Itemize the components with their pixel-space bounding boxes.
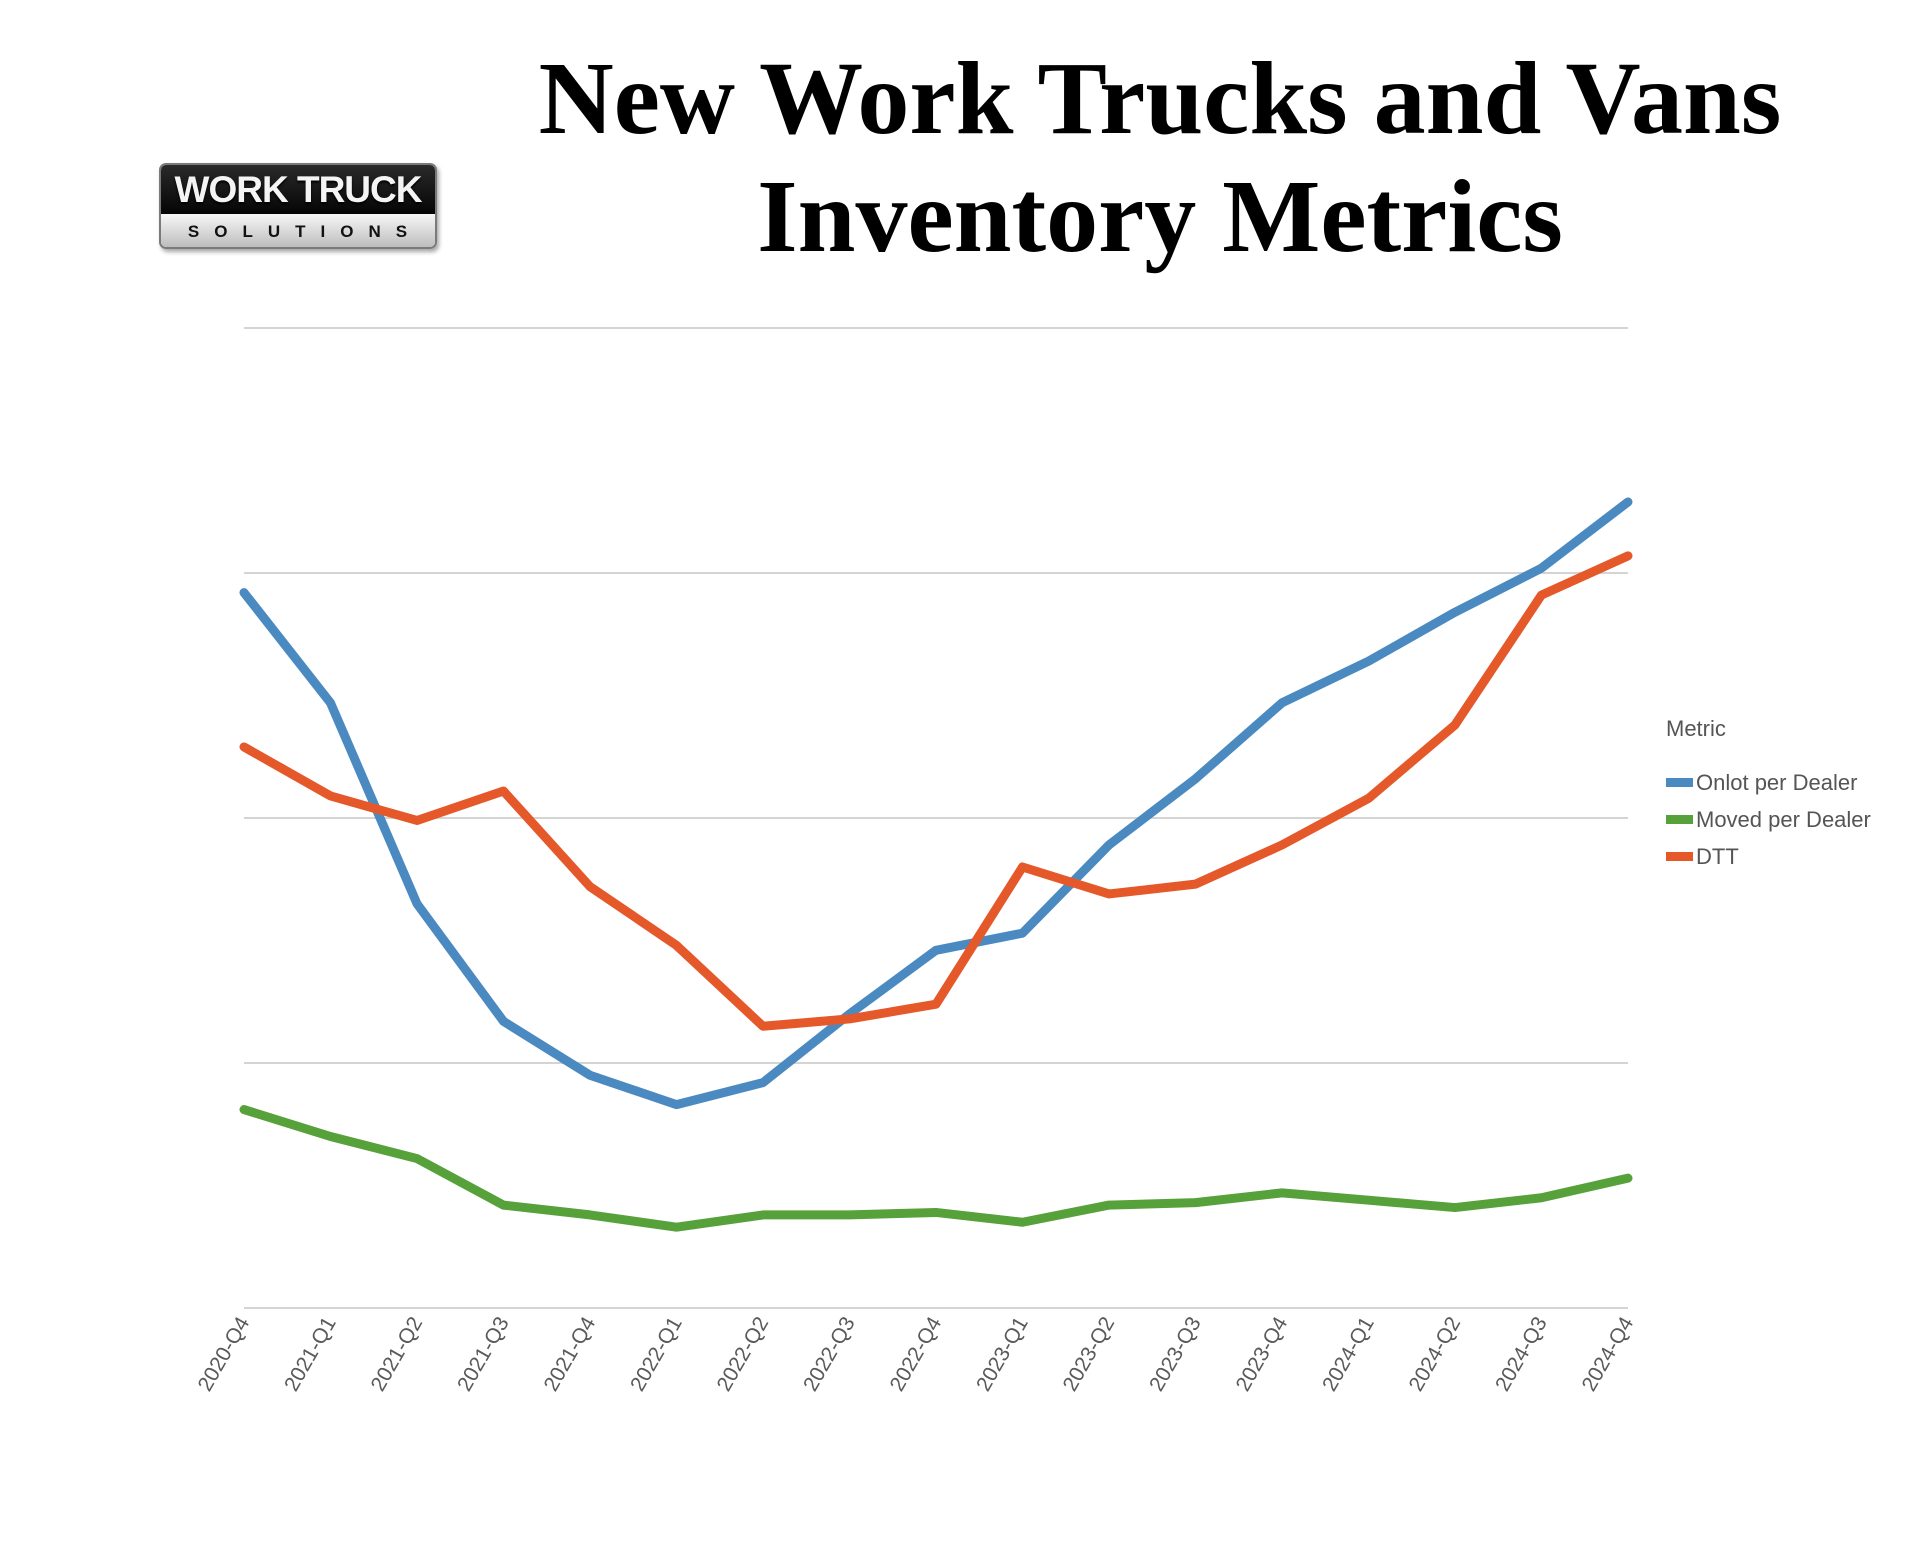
legend-label: DTT [1696, 843, 1739, 869]
legend-title: Metric [1666, 716, 1726, 741]
legend-swatch [1666, 852, 1693, 861]
x-tick-label: 2022-Q1 [626, 1313, 687, 1395]
x-tick-label: 2024-Q2 [1405, 1313, 1466, 1395]
x-tick-label: 2024-Q1 [1318, 1313, 1379, 1395]
series-line-moved-per-dealer [239, 1105, 1633, 1232]
x-tick-label: 2024-Q3 [1491, 1313, 1552, 1395]
x-tick-label: 2023-Q3 [1145, 1313, 1206, 1395]
series-line-onlot-per-dealer [239, 497, 1633, 1110]
gridlines [244, 327, 1628, 1309]
legend-label: Moved per Dealer [1696, 806, 1871, 832]
work-truck-solutions-logo: WORK TRUCK SOLUTIONS [159, 163, 437, 249]
legend-item-dtt[interactable]: DTT [1666, 838, 1871, 875]
legend-label: Onlot per Dealer [1696, 769, 1858, 795]
logo-wordmark: WORK TRUCK [161, 165, 435, 214]
chart-title: New Work Trucks and Vans Inventory Metri… [500, 40, 1820, 276]
legend-item-onlot-per-dealer[interactable]: Onlot per Dealer [1666, 764, 1871, 801]
x-tick-label: 2023-Q1 [972, 1313, 1033, 1395]
x-axis-tick-labels: 2020-Q4 2021-Q1 2021-Q2 2021-Q3 2021-Q4 2022-… [194, 1313, 1639, 1396]
x-tick-label: 2021-Q3 [453, 1313, 514, 1395]
x-tick-label: 2022-Q4 [886, 1313, 947, 1396]
x-tick-label: 2022-Q2 [713, 1313, 774, 1395]
chart-title-line1: New Work Trucks and Vans [538, 41, 1782, 156]
x-tick-label: 2024-Q4 [1578, 1313, 1639, 1396]
x-tick-label: 2023-Q2 [1059, 1313, 1120, 1395]
series-lines [239, 497, 1633, 1232]
legend: Metric Onlot per Dealer Moved per Dealer D… [1666, 716, 1871, 875]
x-tick-label: 2021-Q4 [540, 1313, 601, 1396]
x-tick-label: 2020-Q4 [194, 1313, 255, 1396]
chart-title-line2: Inventory Metrics [757, 159, 1563, 274]
x-tick-label: 2021-Q2 [367, 1313, 428, 1395]
logo-subtitle: SOLUTIONS [161, 214, 435, 247]
legend-item-moved-per-dealer[interactable]: Moved per Dealer [1666, 801, 1871, 838]
legend-swatch [1666, 778, 1693, 787]
series-line-dtt [239, 551, 1633, 1031]
legend-swatch [1666, 815, 1693, 824]
legend-items: Onlot per Dealer Moved per Dealer DTT [1666, 764, 1871, 875]
x-tick-label: 2022-Q3 [799, 1313, 860, 1395]
x-tick-label: 2021-Q1 [280, 1313, 341, 1395]
x-tick-label: 2023-Q4 [1232, 1313, 1293, 1396]
